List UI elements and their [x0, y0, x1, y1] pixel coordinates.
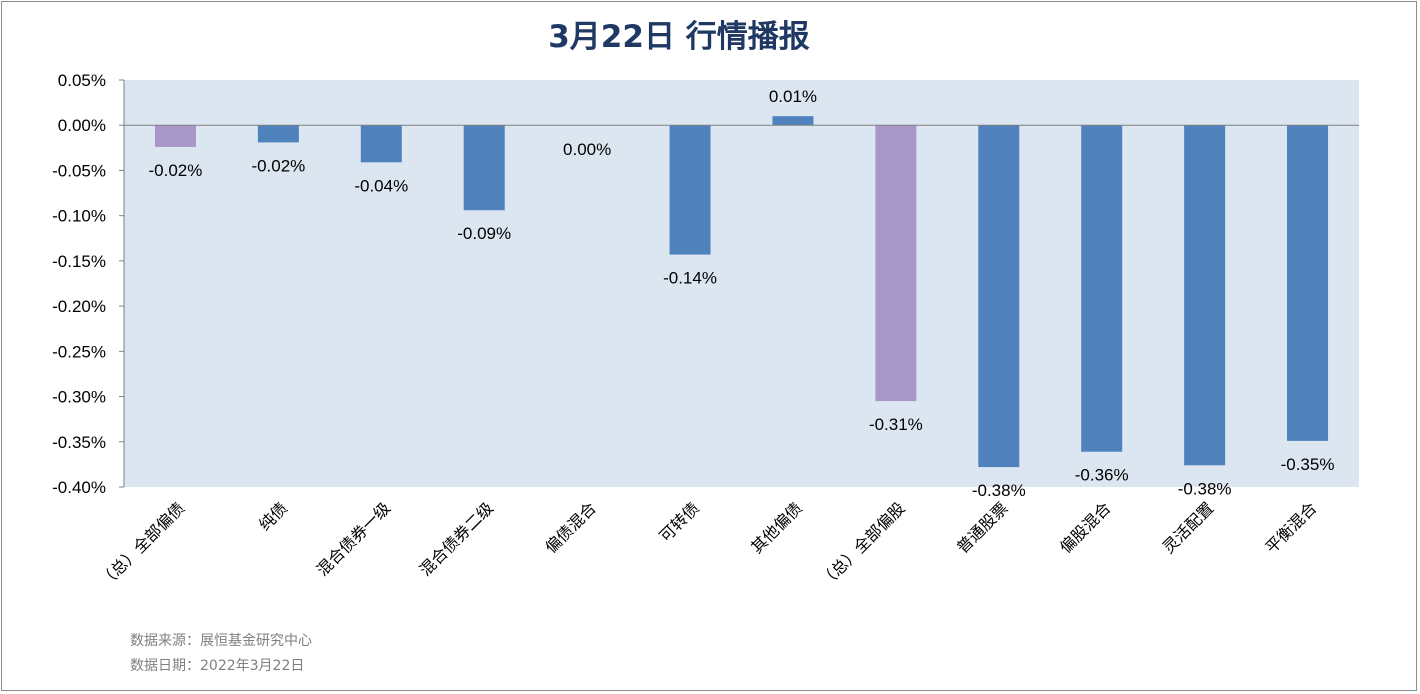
- bar: [1184, 125, 1226, 466]
- bar: [1081, 125, 1123, 452]
- category-label: 普通股票: [953, 498, 1012, 557]
- category-label: 平衡混合: [1262, 498, 1321, 557]
- plot-area: [124, 80, 1359, 487]
- y-tick-label: -0.15%: [52, 252, 106, 271]
- bar: [875, 125, 917, 402]
- x-axis-categories: （总）全部偏债 纯债 混合债券一级 混合债券二级 偏债混合 可转债 其他偏债 （总）全部偏股普…: [96, 498, 1321, 591]
- chart-title: 3月22日 行情播报: [548, 19, 810, 55]
- date-note: 数据日期：2022年3月22日: [130, 658, 304, 674]
- source-note: 数据来源：展恒基金研究中心: [130, 632, 312, 649]
- data-label: -0.31%: [869, 415, 923, 434]
- category-label: 可转债: [655, 498, 702, 545]
- bar: [1287, 125, 1329, 441]
- bar: [463, 125, 505, 211]
- data-labels: -0.02% -0.02% -0.04% -0.09% 0.00% -0.14% 0.01%…: [149, 87, 1335, 500]
- data-label: 0.01%: [769, 87, 817, 106]
- y-tick-label: -0.25%: [52, 342, 106, 361]
- y-tick-label: 0.05%: [58, 71, 106, 90]
- data-label: -0.14%: [663, 269, 717, 288]
- y-tick-label: -0.30%: [52, 388, 106, 407]
- category-label: （总）全部偏债: [96, 498, 189, 591]
- y-tick-label: -0.05%: [52, 161, 106, 180]
- category-label: 其他偏债: [747, 498, 806, 557]
- data-label: -0.36%: [1075, 466, 1129, 485]
- data-label: -0.02%: [149, 161, 203, 180]
- bar: [154, 125, 196, 147]
- data-label: 0.00%: [563, 140, 611, 159]
- bar: [257, 125, 299, 143]
- category-label: 纯债: [255, 498, 291, 534]
- category-label: 混合债券一级: [313, 498, 394, 579]
- category-label: 偏股混合: [1056, 498, 1115, 557]
- category-label: （总）全部偏股: [816, 498, 909, 591]
- data-label: -0.35%: [1281, 455, 1335, 474]
- y-tick-label: -0.35%: [52, 433, 106, 452]
- category-label: 灵活配置: [1159, 498, 1218, 557]
- bar: [978, 125, 1020, 468]
- data-label: -0.02%: [251, 156, 305, 175]
- data-label: -0.04%: [354, 176, 408, 195]
- bar: [669, 125, 711, 255]
- y-axis: 0.05% 0.00% -0.05% -0.10% -0.15% -0.20% -0.25%…: [52, 71, 125, 497]
- y-tick-label: 0.00%: [58, 116, 106, 135]
- data-label: -0.38%: [972, 481, 1026, 500]
- data-label: -0.09%: [457, 224, 511, 243]
- bar: [772, 116, 814, 126]
- y-tick-label: -0.40%: [52, 478, 106, 497]
- category-label: 偏债混合: [541, 498, 600, 557]
- category-label: 混合债券二级: [416, 498, 497, 579]
- bars: [124, 116, 1359, 468]
- bar: [360, 125, 402, 163]
- data-label: -0.38%: [1178, 479, 1232, 498]
- y-tick-label: -0.20%: [52, 297, 106, 316]
- y-tick-label: -0.10%: [52, 207, 106, 226]
